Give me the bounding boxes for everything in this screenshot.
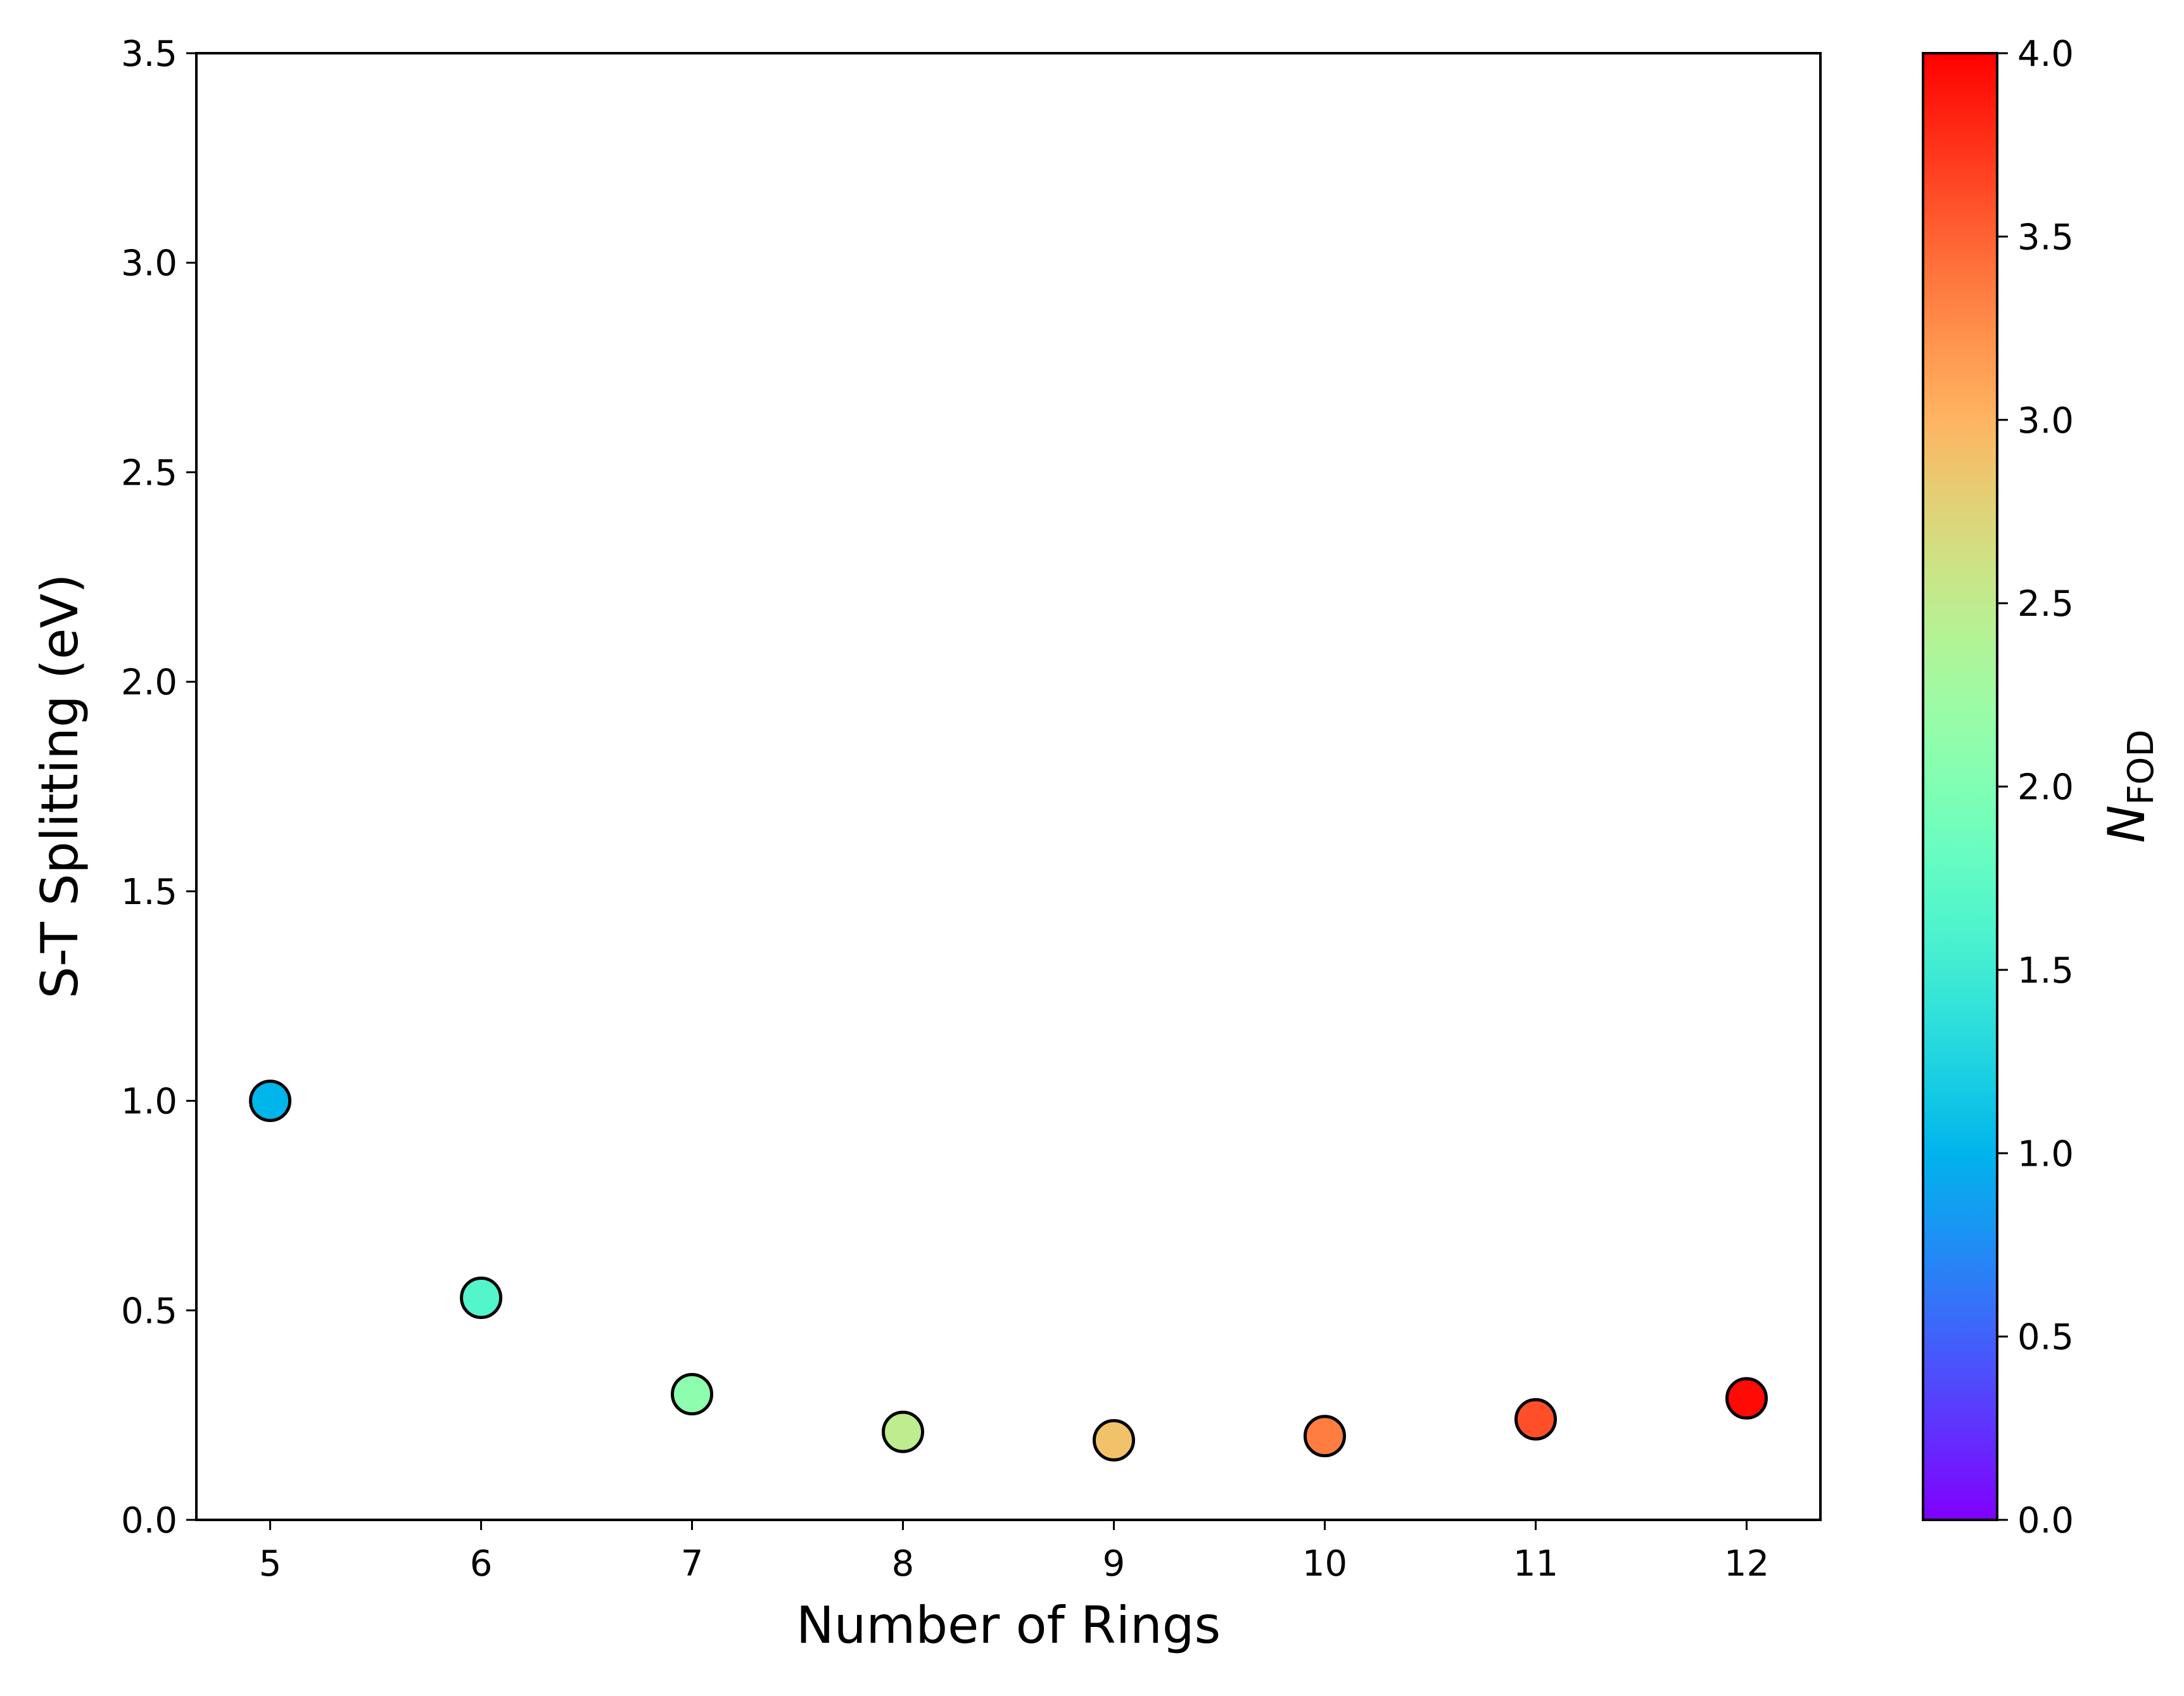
colorbar-tick-label: 3.0 xyxy=(2017,400,2074,442)
x-tick-label: 6 xyxy=(470,1543,493,1584)
data-point xyxy=(1514,1398,1557,1441)
colorbar-tick-label: 4.0 xyxy=(2017,34,2074,75)
colorbar-tick-label: 1.5 xyxy=(2017,950,2074,991)
y-tick-label: 3.0 xyxy=(121,243,177,284)
colorbar xyxy=(1922,52,1998,1521)
y-tick-label: 1.5 xyxy=(121,872,177,913)
y-tick-label: 2.0 xyxy=(121,662,177,703)
x-axis-label: Number of Rings xyxy=(796,1596,1221,1655)
colorbar-tick-label: 0.5 xyxy=(2017,1317,2074,1358)
data-points xyxy=(249,1080,1768,1462)
y-axis-ticks: 0.0 0.5 1.0 1.5 2.0 2.5 3.0 3.5 xyxy=(121,34,196,1541)
y-tick-label: 3.5 xyxy=(121,34,177,75)
colorbar-label-sub: FOD xyxy=(2121,729,2162,805)
colorbar-tick-label: 2.0 xyxy=(2017,767,2074,808)
data-point xyxy=(1725,1377,1768,1420)
x-tick-label: 10 xyxy=(1302,1543,1347,1584)
y-tick-label: 2.5 xyxy=(121,452,177,494)
y-axis-label: S-T Splitting (eV) xyxy=(30,574,89,999)
data-point xyxy=(882,1410,925,1453)
y-tick-label: 0.5 xyxy=(121,1291,177,1332)
colorbar-tick-label: 2.5 xyxy=(2017,583,2074,625)
data-point xyxy=(1303,1415,1346,1458)
colorbar-tick-label: 1.0 xyxy=(2017,1133,2074,1175)
y-tick-label: 1.0 xyxy=(121,1081,177,1123)
x-tick-label: 7 xyxy=(681,1543,704,1584)
colorbar-label-main: N xyxy=(2097,805,2156,843)
x-axis-ticks: 5 6 7 8 9 10 11 12 xyxy=(259,1520,1769,1584)
colorbar-tick-label: 3.5 xyxy=(2017,217,2074,258)
data-point xyxy=(249,1080,292,1123)
x-tick-label: 5 xyxy=(259,1543,282,1584)
colorbar-label: NFOD xyxy=(2097,729,2162,843)
x-tick-label: 9 xyxy=(1103,1543,1126,1584)
data-point xyxy=(671,1373,714,1416)
colorbar-tick-label: 0.0 xyxy=(2017,1500,2074,1541)
x-tick-label: 8 xyxy=(892,1543,915,1584)
data-point xyxy=(460,1276,503,1319)
plot-frame xyxy=(195,52,1822,1521)
x-tick-label: 11 xyxy=(1513,1543,1558,1584)
data-point xyxy=(1092,1419,1135,1462)
colorbar-ticks: 0.0 0.5 1.0 1.5 2.0 2.5 3.0 3.5 4.0 xyxy=(1997,34,2074,1541)
x-tick-label: 12 xyxy=(1724,1543,1769,1584)
y-tick-label: 0.0 xyxy=(121,1500,177,1541)
